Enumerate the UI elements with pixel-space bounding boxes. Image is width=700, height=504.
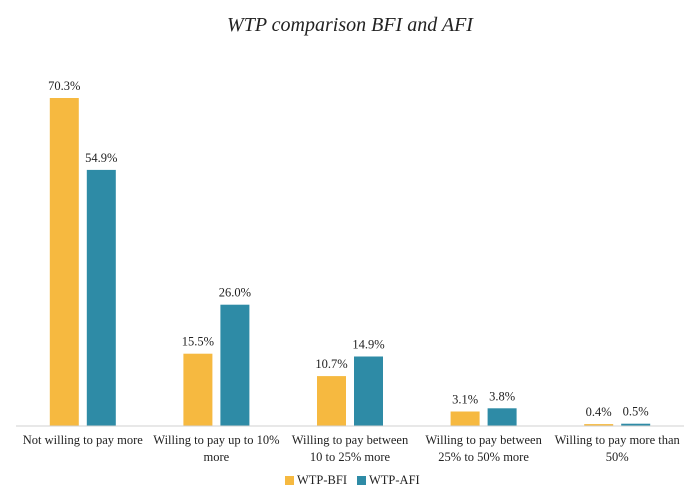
- plot-area: 70.3% 54.9% Not willing to pay more 15.5% 26…: [23, 79, 681, 464]
- category-label-line: 50%: [606, 450, 629, 464]
- chart-title: WTP comparison BFI and AFI: [227, 14, 474, 36]
- data-label-wtp-afi-2: 26.0%: [219, 286, 251, 300]
- legend: WTP-BFI WTP-AFI: [285, 473, 420, 487]
- bar-wtp-bfi-5: [584, 424, 614, 426]
- bar-wtp-bfi-3: [317, 376, 346, 426]
- category-label-5: Willing to pay more than 50%: [555, 433, 681, 464]
- data-label-wtp-afi-3: 14.9%: [352, 338, 384, 352]
- data-label-wtp-bfi-1: 70.3%: [48, 79, 80, 93]
- data-label-wtp-afi-1: 54.9%: [85, 151, 117, 165]
- legend-swatch-wtp-afi: [357, 476, 366, 485]
- bar-wtp-afi-5: [621, 423, 651, 426]
- category-label-4: Willing to pay between 25% to 50% more: [425, 433, 542, 464]
- bar-wtp-afi-3: [354, 356, 383, 426]
- data-label-wtp-bfi-3: 10.7%: [315, 357, 347, 371]
- category-label-line: 10 to 25% more: [310, 450, 391, 464]
- data-label-wtp-afi-4: 3.8%: [489, 389, 515, 403]
- legend-swatch-wtp-bfi: [285, 476, 294, 485]
- category-label-3: Willing to pay between 10 to 25% more: [292, 433, 409, 464]
- bar-wtp-bfi-4: [450, 411, 480, 426]
- data-label-wtp-bfi-4: 3.1%: [452, 393, 478, 407]
- category-label-1: Not willing to pay more: [23, 433, 144, 447]
- category-label-2: Willing to pay up to 10% more: [153, 433, 279, 464]
- bar-wtp-afi-4: [487, 408, 517, 426]
- legend-label-wtp-afi: WTP-AFI: [369, 473, 420, 487]
- category-label-line: Willing to pay between: [425, 433, 542, 447]
- bar-wtp-bfi-2: [183, 353, 213, 426]
- category-label-line: more: [204, 450, 230, 464]
- category-label-line: Not willing to pay more: [23, 433, 144, 447]
- category-label-line: 25% to 50% more: [438, 450, 529, 464]
- bar-wtp-bfi-1: [49, 98, 79, 426]
- bar-wtp-afi-2: [220, 304, 250, 426]
- legend-label-wtp-bfi: WTP-BFI: [297, 473, 347, 487]
- data-label-wtp-bfi-2: 15.5%: [182, 335, 214, 349]
- bar-wtp-afi-1: [86, 169, 116, 426]
- data-label-wtp-afi-5: 0.5%: [623, 405, 649, 419]
- category-label-line: Willing to pay up to 10%: [153, 433, 279, 447]
- category-label-line: Willing to pay more than: [555, 433, 681, 447]
- category-label-line: Willing to pay between: [292, 433, 409, 447]
- data-label-wtp-bfi-5: 0.4%: [586, 405, 612, 419]
